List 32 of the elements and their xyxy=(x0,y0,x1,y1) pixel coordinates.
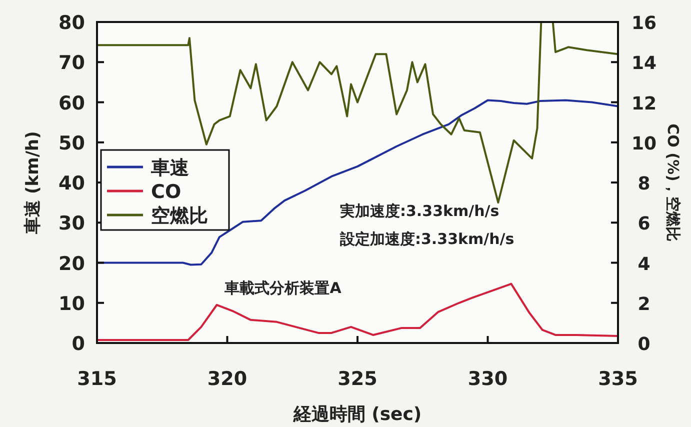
legend-label: 空燃比 xyxy=(151,205,208,227)
y2-tick-label: 6 xyxy=(638,214,650,235)
y2-tick-label: 0 xyxy=(638,334,650,355)
x-tick-label: 315 xyxy=(77,368,117,390)
y-tick-label: 50 xyxy=(58,132,85,154)
y-tick-label: 20 xyxy=(58,252,85,275)
y2-tick-label: 2 xyxy=(638,294,650,315)
y2-tick-label: 10 xyxy=(631,133,657,154)
x-tick-label: 330 xyxy=(468,368,508,390)
y-axis-title: 車速 (km/h) xyxy=(23,131,43,235)
y2-tick-label: 12 xyxy=(631,93,657,114)
annotation: 設定加速度:3.33km/h/s xyxy=(339,230,514,248)
y2-axis-title: CO (%)，空燃比 xyxy=(664,124,682,242)
legend-label: 車速 xyxy=(150,157,189,179)
y-tick-label: 70 xyxy=(58,52,85,74)
y2-tick-label: 14 xyxy=(631,53,657,74)
y2-tick-label: 4 xyxy=(638,254,650,275)
y-tick-label: 10 xyxy=(58,292,85,315)
legend-label: CO xyxy=(151,181,182,203)
y-tick-label: 40 xyxy=(58,172,85,194)
y-tick-label: 0 xyxy=(72,333,85,355)
y2-tick-label: 8 xyxy=(638,174,650,194)
y-tick-label: 80 xyxy=(58,12,85,34)
x-tick-label: 335 xyxy=(598,368,638,390)
x-axis-title: 経過時間 (sec) xyxy=(292,404,422,425)
x-tick-label: 325 xyxy=(338,368,378,390)
y2-tick-label: 16 xyxy=(631,13,657,34)
annotation: 車載式分析装置A xyxy=(224,279,342,297)
annotation: 実加速度:3.33km/h/s xyxy=(339,202,500,220)
y-tick-label: 60 xyxy=(58,92,85,114)
x-tick-label: 320 xyxy=(207,368,248,390)
y-tick-label: 30 xyxy=(58,212,85,235)
